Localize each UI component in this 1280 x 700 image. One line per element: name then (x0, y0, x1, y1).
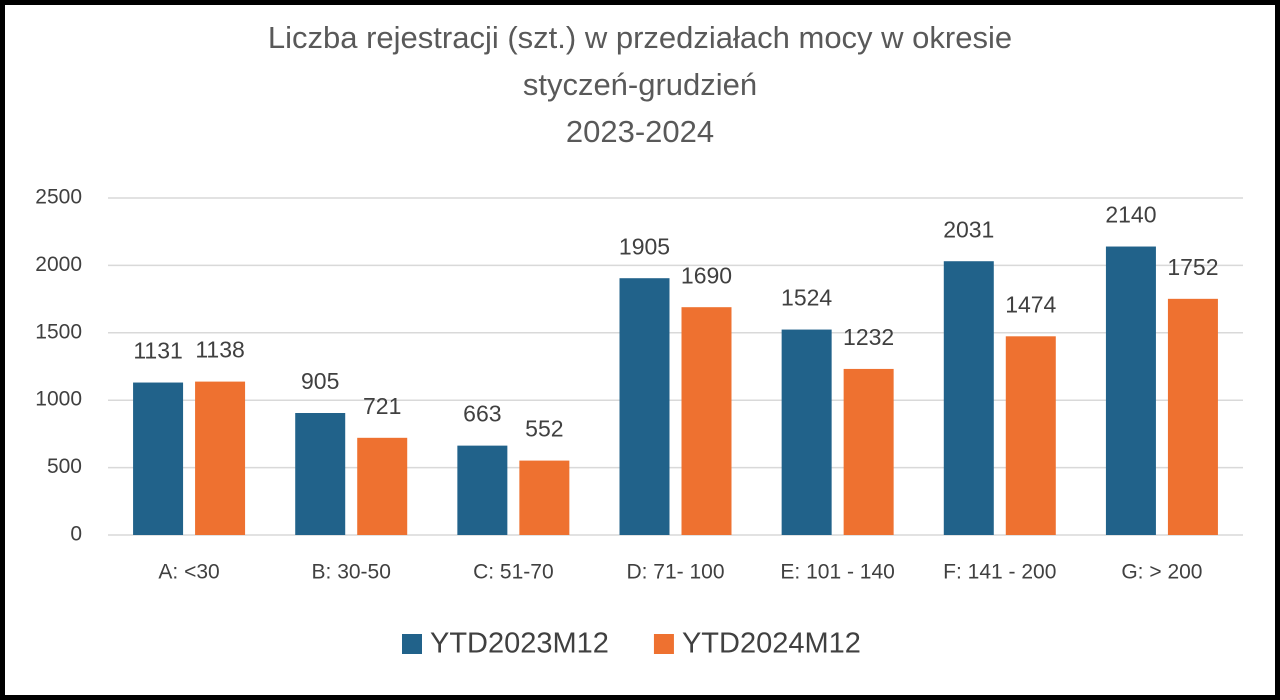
bar (1005, 336, 1056, 535)
bar (133, 382, 184, 535)
bar (1167, 298, 1218, 535)
data-label: 1690 (681, 262, 732, 288)
bar (195, 381, 246, 535)
data-label: 552 (525, 416, 563, 442)
legend-label: YTD2024M12 (682, 628, 861, 660)
bar (1105, 246, 1156, 535)
data-label: 1131 (133, 338, 182, 364)
x-tick-label: C: 51-70 (473, 561, 554, 584)
x-tick-label: F: 141 - 200 (943, 561, 1056, 584)
x-tick-label: B: 30-50 (312, 561, 391, 584)
y-tick-label: 1000 (35, 388, 82, 411)
legend-label: YTD2023M12 (430, 628, 609, 660)
x-tick-label: E: 101 - 140 (780, 561, 894, 584)
chart-title: 2023-2024 (566, 114, 714, 149)
y-tick-label: 2500 (35, 186, 82, 209)
data-label: 1905 (619, 233, 670, 259)
bar (357, 437, 408, 535)
data-label: 1524 (781, 285, 832, 311)
y-tick-label: 1500 (35, 320, 82, 343)
x-tick-label: D: 71- 100 (626, 561, 724, 584)
y-tick-label: 2000 (35, 253, 82, 276)
x-tick-label: A: <30 (158, 561, 219, 584)
y-tick-label: 500 (47, 455, 82, 478)
data-label: 905 (301, 368, 339, 394)
legend-swatch (653, 634, 674, 654)
data-label: 721 (363, 393, 401, 419)
data-label: 1138 (195, 337, 244, 363)
bar (457, 445, 508, 535)
bar (619, 278, 670, 535)
data-label: 2140 (1105, 202, 1156, 228)
chart-title: styczeń-grudzień (523, 67, 757, 102)
bar (843, 368, 894, 535)
bar (295, 413, 346, 535)
legend-swatch (402, 634, 422, 654)
x-tick-label: G: > 200 (1121, 561, 1202, 584)
y-tick-label: 0 (70, 523, 82, 546)
data-label: 1752 (1167, 254, 1218, 280)
bar (681, 307, 732, 535)
data-label: 1232 (843, 324, 894, 350)
chart-title: Liczba rejestracji (szt.) w przedziałach… (268, 20, 1012, 55)
data-label: 2031 (943, 216, 994, 242)
bar (781, 329, 832, 535)
bar (519, 460, 570, 535)
data-label: 1474 (1005, 291, 1056, 317)
bar (943, 261, 994, 535)
data-label: 663 (463, 401, 501, 427)
